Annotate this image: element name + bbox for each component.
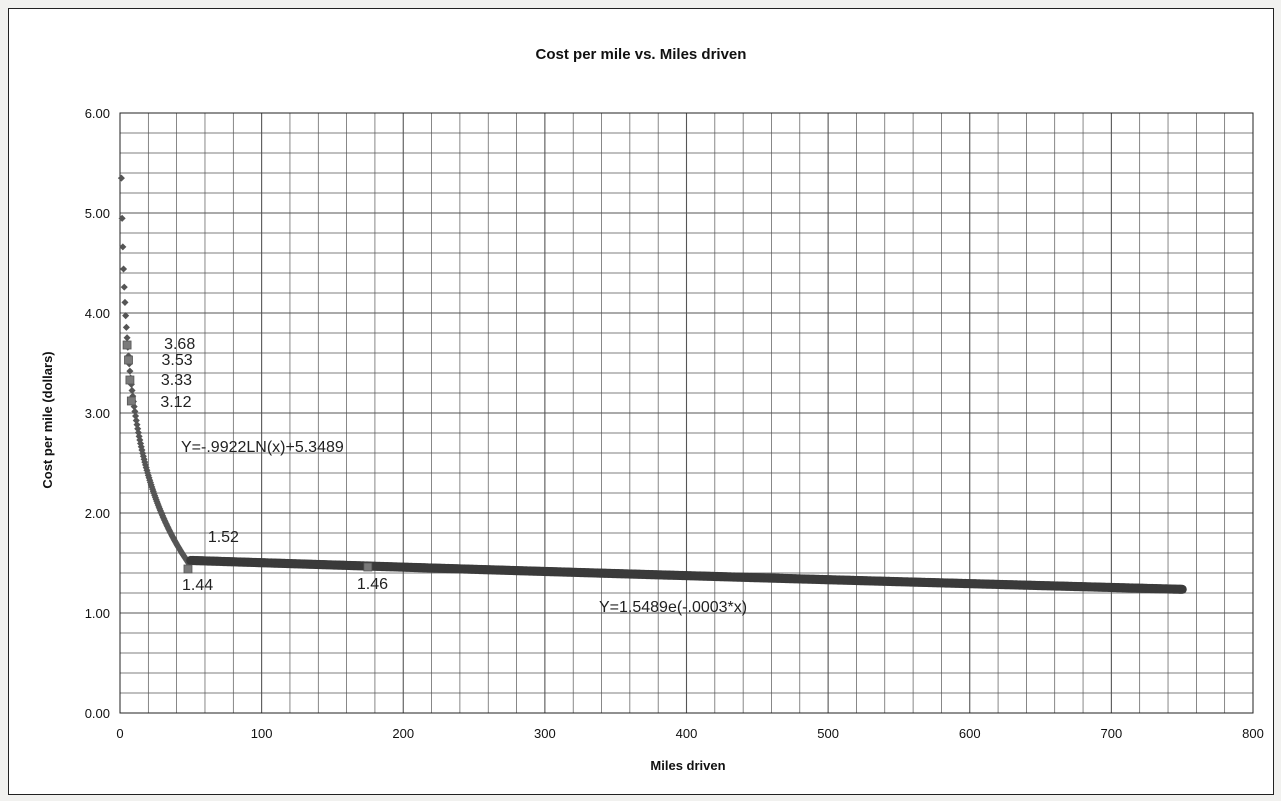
highlight-point [126, 396, 136, 406]
x-tick-label: 500 [817, 726, 839, 741]
x-tick-labels: 0 100 200 300 400 500 600 700 800 [116, 726, 1263, 741]
y-tick-label: 1.00 [85, 606, 110, 621]
y-tick-labels: 0.00 1.00 2.00 3.00 4.00 5.00 6.00 [85, 106, 110, 721]
highlight-point [125, 375, 135, 385]
data-point [132, 416, 140, 424]
x-tick-label: 800 [1242, 726, 1264, 741]
x-axis-title: Miles driven [650, 758, 725, 773]
highlight-point [124, 355, 133, 365]
data-point [126, 367, 134, 375]
data-point [131, 407, 139, 415]
data-point [120, 283, 128, 291]
x-tick-label: 400 [676, 726, 698, 741]
point-label: 3.12 [160, 394, 191, 411]
log-fit-equation: Y=-.9922LN(x)+5.3489 [181, 439, 344, 456]
y-tick-label: 2.00 [85, 506, 110, 521]
scatter-chart: Cost per mile vs. Miles driven 0.00 1.00 2… [40, 46, 1264, 773]
point-label: 1.44 [182, 577, 213, 594]
y-tick-label: 5.00 [85, 206, 110, 221]
chart-title: Cost per mile vs. Miles driven [536, 46, 747, 63]
plot-area [119, 112, 1254, 714]
data-series [117, 174, 1187, 594]
data-point [121, 298, 129, 306]
data-point [118, 214, 126, 222]
chart-frame: Cost per mile vs. Miles driven 0.00 1.00 2… [8, 8, 1274, 795]
y-tick-label: 4.00 [85, 306, 110, 321]
point-label: 3.33 [161, 372, 192, 389]
y-tick-label: 3.00 [85, 406, 110, 421]
data-point [128, 386, 136, 394]
x-tick-label: 0 [116, 726, 123, 741]
x-tick-label: 200 [392, 726, 414, 741]
point-label: 1.46 [357, 576, 388, 593]
exp-fit-equation: Y=1.5489e(-.0003*x) [599, 599, 747, 616]
highlight-point [363, 562, 373, 572]
x-tick-label: 700 [1101, 726, 1123, 741]
y-axis-title: Cost per mile (dollars) [40, 351, 55, 488]
data-point [119, 243, 127, 251]
highlight-point [122, 340, 132, 350]
x-tick-label: 100 [251, 726, 273, 741]
highlight-point [183, 564, 193, 574]
data-point [117, 174, 125, 182]
series-exp-fit [186, 555, 1187, 594]
x-tick-label: 300 [534, 726, 556, 741]
data-point [120, 265, 128, 273]
grid-lines [120, 113, 1253, 713]
y-tick-label: 0.00 [85, 706, 110, 721]
data-point [123, 334, 131, 342]
point-label: 3.53 [161, 352, 192, 369]
highlight-markers [122, 340, 373, 574]
point-label: 1.52 [208, 529, 239, 546]
y-tick-label: 6.00 [85, 106, 110, 121]
data-point [122, 323, 130, 331]
data-point [1177, 584, 1187, 594]
point-annotations: 3.683.53 3.33 3.12 1.52 1.44 1.46 [160, 336, 388, 594]
point-label: 3.68 [164, 336, 195, 353]
data-point [122, 312, 130, 320]
x-tick-label: 600 [959, 726, 981, 741]
data-point [132, 412, 140, 420]
